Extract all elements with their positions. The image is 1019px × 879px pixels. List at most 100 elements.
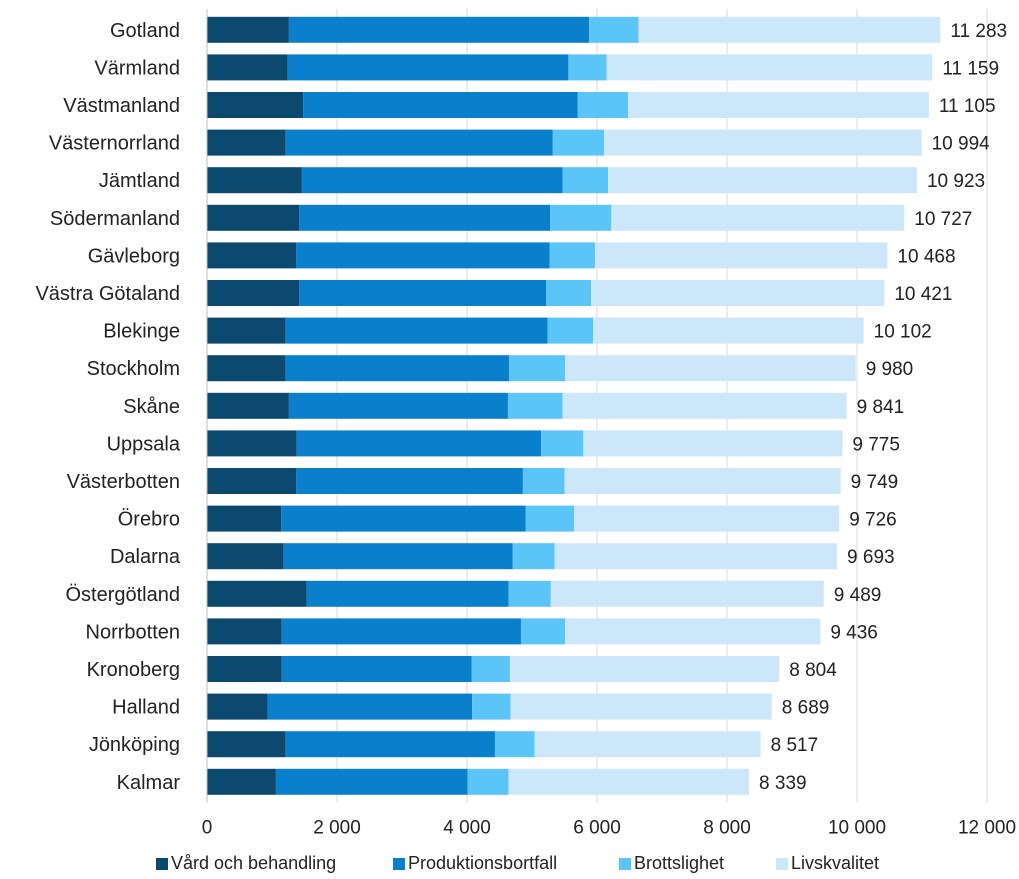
bar-segment [207,129,286,156]
bar-segment [494,731,535,758]
bar-segment [547,317,594,344]
x-tick-label: 12 000 [958,818,1016,839]
bar-segment [509,656,780,682]
category-label: Gotland [110,20,180,42]
category-label: Södermanland [50,208,180,230]
category-label: Västmanland [63,95,180,117]
bar-segment [522,468,565,494]
bar-segment [593,317,864,344]
bar-segment [285,355,510,382]
bar-segment [562,167,609,194]
total-label: 8 339 [759,773,807,794]
bar-segment [207,656,282,682]
legend-label: Brottslighet [634,853,724,873]
bar-segment [472,693,511,720]
bar-segment [608,167,917,194]
bar-segment [467,768,509,795]
bar-segment [301,167,563,194]
bar-segment [299,204,551,231]
legend-swatch [619,858,631,870]
x-tick-label: 2 000 [313,818,361,839]
bar-segment [207,204,300,231]
bar-segment [285,129,553,156]
x-axis: 0 2 000 4 000 6 000 8 000 10 000 12 000 [202,9,1016,839]
bar-segment [583,430,843,457]
bar-segment [283,543,513,570]
bar-segment [207,505,282,532]
bar-segment [207,731,286,758]
bar-segment [520,618,566,645]
bar-segment [595,242,888,269]
category-label: Västernorrland [49,133,180,155]
bar-segment [562,392,847,419]
bar-segment [591,280,885,306]
bars [207,16,941,795]
total-label: 10 994 [932,134,991,155]
x-tick-label: 8 000 [703,818,751,839]
legend-label: Vård och behandling [171,853,336,873]
bar-segment [552,129,605,156]
bar-segment [508,768,750,795]
bar-segment [287,54,569,81]
bar-segment [554,543,838,570]
bar-segment [512,543,555,570]
total-label: 9 775 [852,434,900,455]
total-label: 10 923 [927,171,985,192]
x-tick-label: 10 000 [828,818,886,839]
bar-segment [207,392,289,419]
bar-segment [589,16,639,43]
bar-segment [288,392,508,419]
bar-segment [611,204,905,231]
bar-segment [207,693,268,720]
category-label: Dalarna [110,546,181,568]
bar-segment [549,242,596,269]
bar-segment [303,92,578,118]
bar-segment [281,505,526,532]
bar-segment [507,392,563,419]
total-label: 9 489 [834,585,882,606]
bar-segment [281,618,521,645]
legend-label: Produktionsbortfall [408,853,557,873]
bar-segment [281,656,472,682]
total-labels: 11 283 11 159 11 105 10 994 10 923 10 727 10 4… [759,21,1007,794]
total-label: 8 804 [789,660,837,681]
total-label: 8 517 [771,735,819,756]
x-tick-label: 0 [202,818,213,839]
bar-segment [275,768,468,795]
bar-segment [207,317,286,344]
bar-segment [550,204,612,231]
legend-label: Livskvalitet [791,853,879,873]
bar-segment [285,317,548,344]
legend-swatch [156,858,168,870]
category-label: Gävleborg [88,245,180,267]
category-label: Kalmar [117,772,181,794]
total-label: 11 105 [939,96,996,117]
category-label: Blekinge [103,321,180,343]
bar-segment [638,16,941,43]
total-label: 9 980 [866,359,914,380]
total-label: 9 841 [857,397,905,418]
bar-segment [546,280,592,306]
bar-segment [534,731,761,758]
category-label: Jönköping [89,734,180,756]
bar-segment [628,92,929,118]
category-label: Jämtland [99,170,180,192]
category-label: Kronoberg [87,659,180,681]
bar-segment [207,167,302,194]
bar-segment [296,242,550,269]
bar-segment [606,54,933,81]
bar-segment [550,580,824,607]
total-label: 9 726 [849,510,897,531]
category-label: Uppsala [107,433,181,455]
bar-segment [525,505,575,532]
total-label: 9 749 [851,472,899,493]
category-label: Halland [112,697,180,719]
legend-swatch [393,858,405,870]
total-label: 9 436 [830,622,878,643]
total-label: 9 693 [847,547,895,568]
bar-segment [568,54,607,81]
bar-segment [509,355,566,382]
bar-segment [207,16,289,43]
bar-segment [574,505,840,532]
legend: Vård och behandling Produktionsbortfall Br… [156,853,879,873]
